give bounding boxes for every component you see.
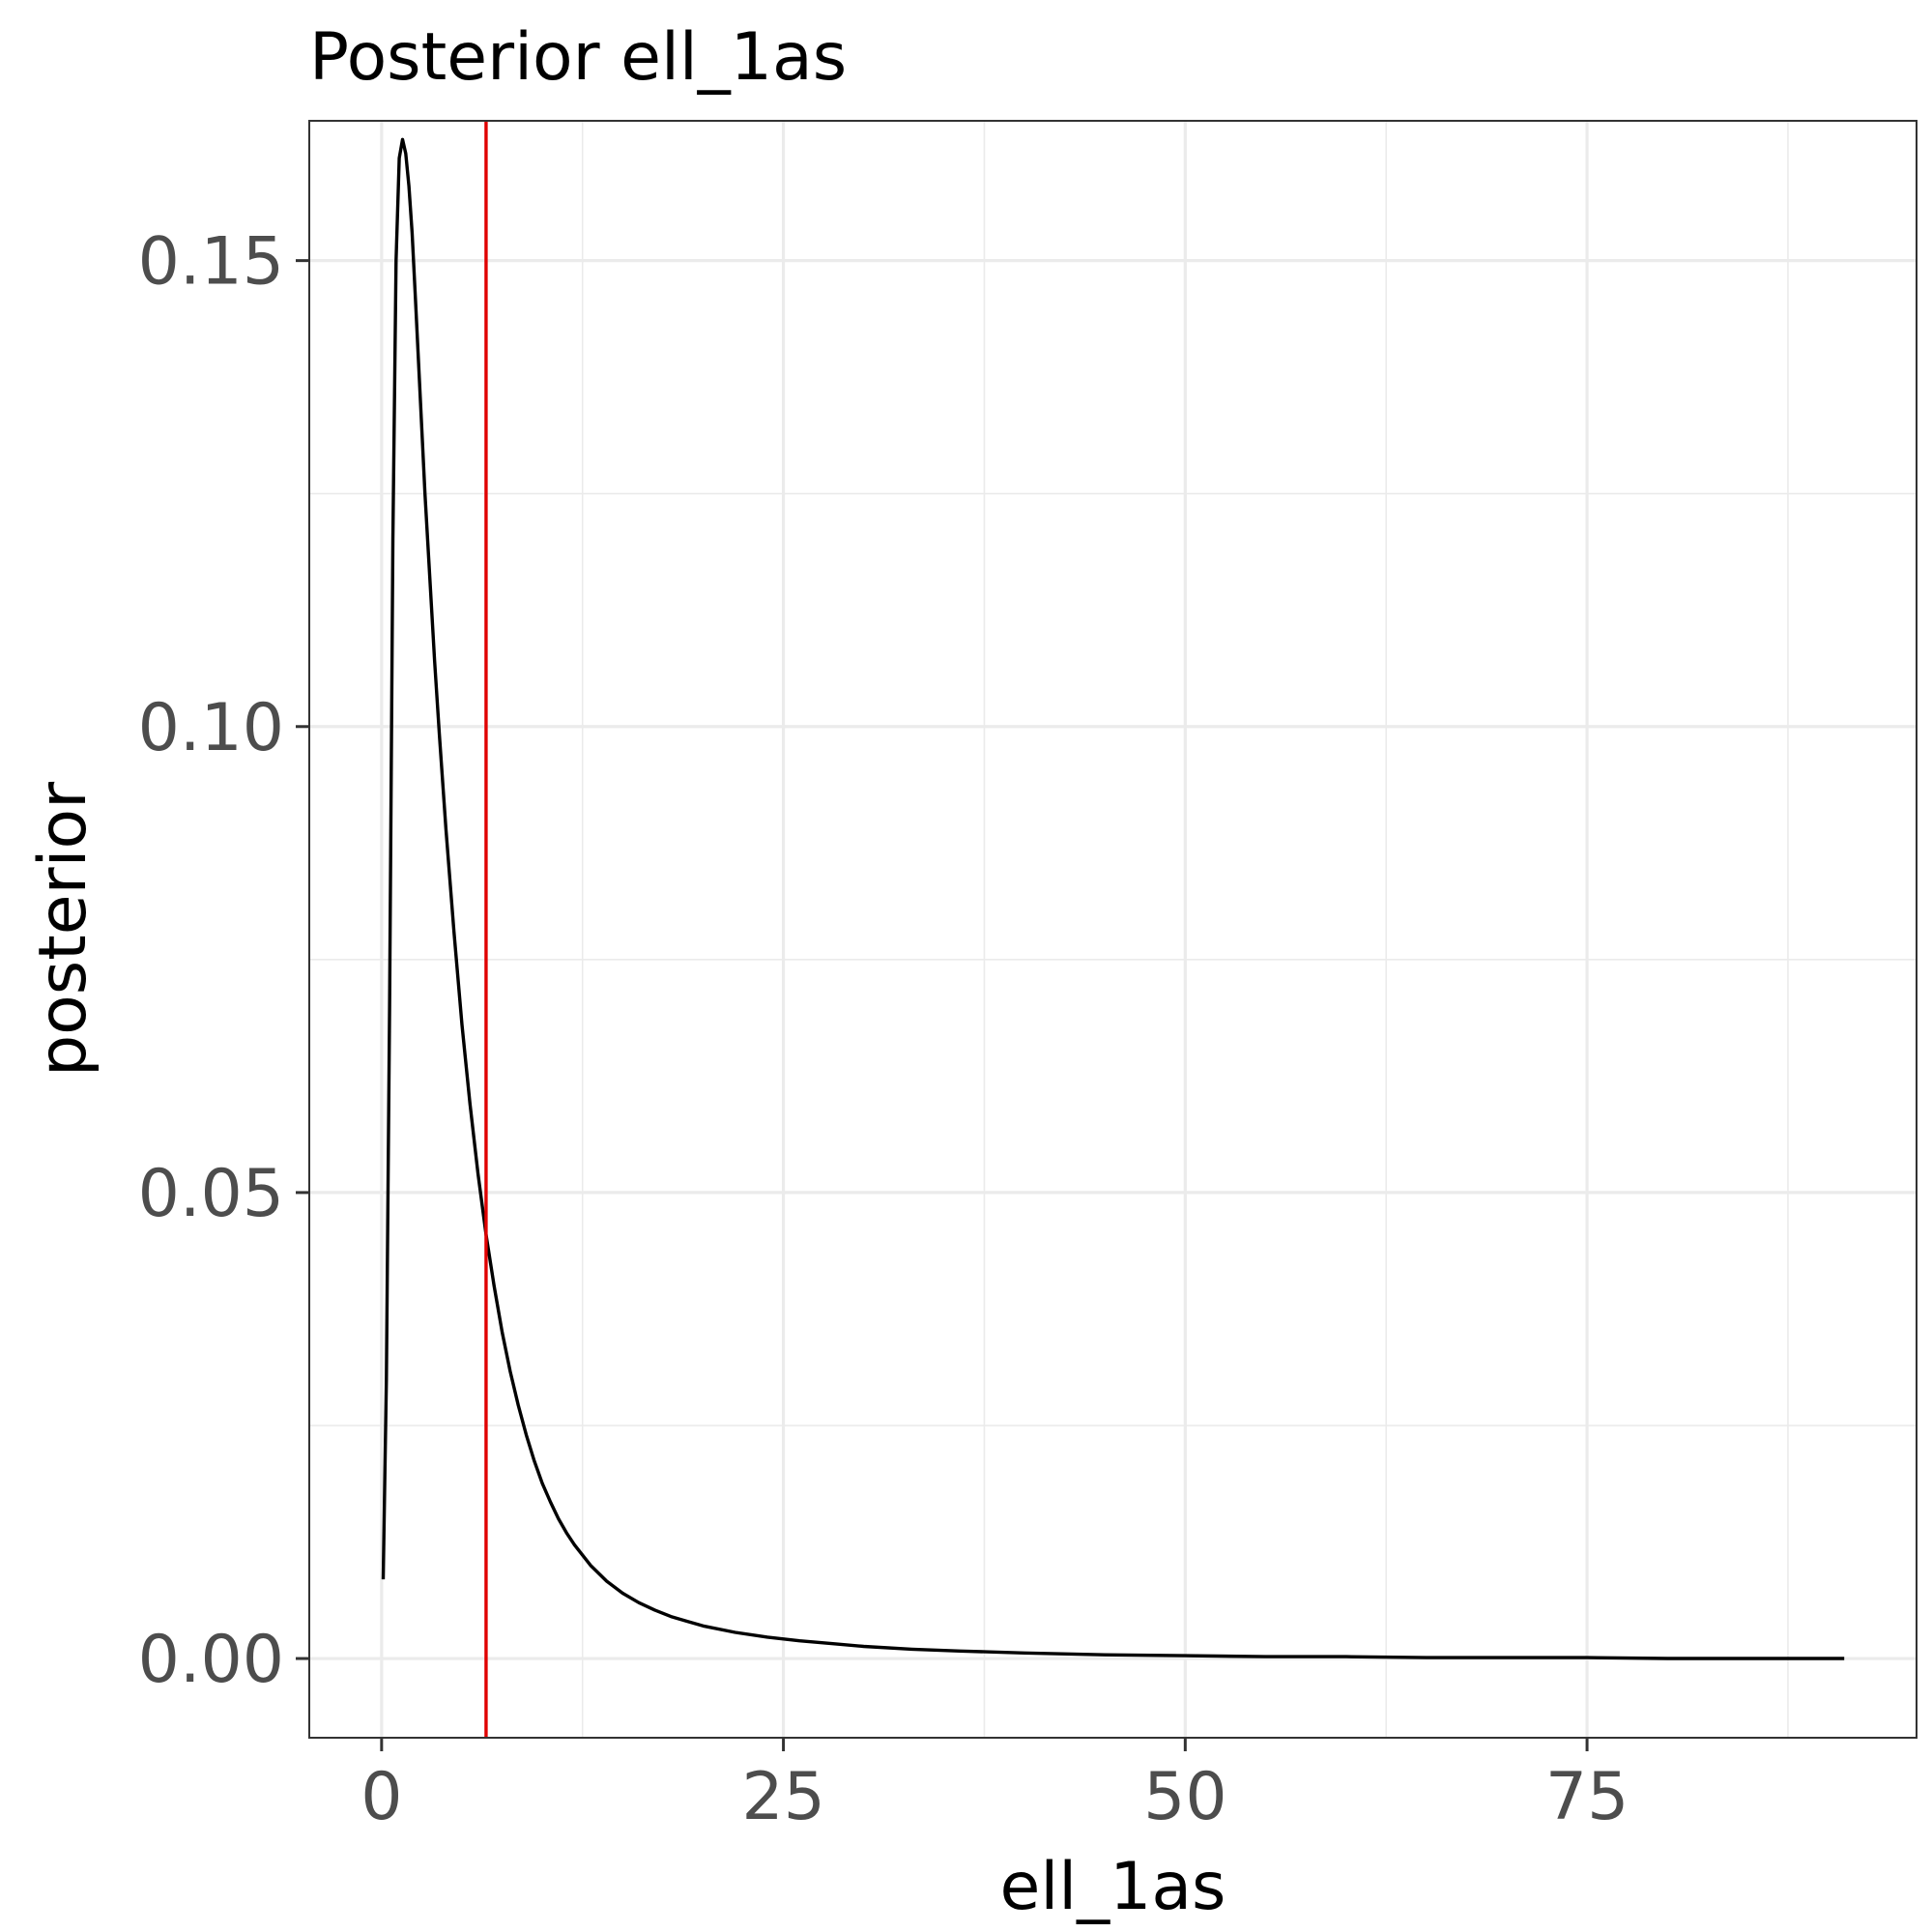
grid (309, 121, 1917, 1738)
panel-border (308, 120, 1918, 1739)
x-tick-label: 0 (360, 1759, 402, 1835)
axes: 0 25 50 75 0.00 0.05 0.10 0.15 (138, 224, 1629, 1835)
x-tick-label: 50 (1143, 1759, 1227, 1835)
series-layer (381, 137, 1845, 1660)
y-tick-label: 0.10 (138, 690, 284, 766)
y-tick-label: 0.15 (138, 224, 284, 301)
x-tick-label: 75 (1545, 1759, 1629, 1835)
y-axis-title: posterior (25, 782, 101, 1077)
x-tick-label: 25 (741, 1759, 825, 1835)
y-tick-label: 0.05 (138, 1156, 284, 1232)
density-line (381, 137, 1845, 1660)
x-axis-title: ell_1as (1000, 1849, 1226, 1925)
y-tick-label: 0.00 (138, 1622, 284, 1698)
chart-title: Posterior ell_1as (309, 19, 847, 96)
